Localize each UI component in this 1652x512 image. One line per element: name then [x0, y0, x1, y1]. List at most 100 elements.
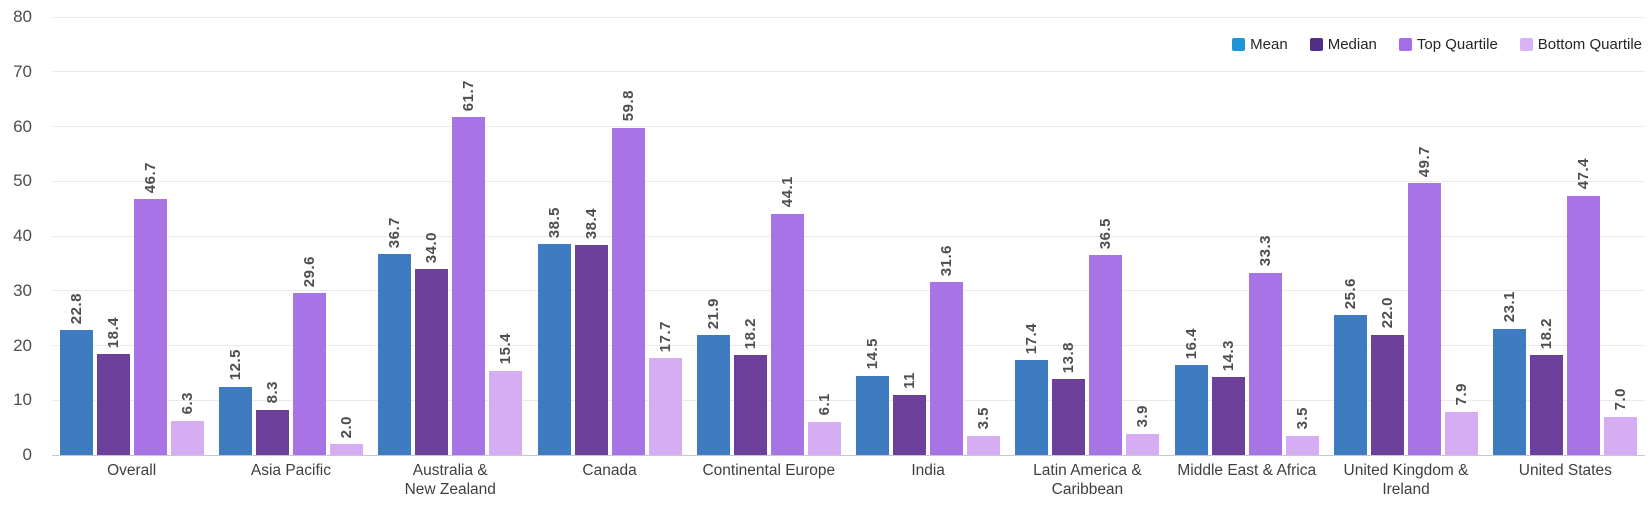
bar-col: 29.6 [292, 255, 326, 455]
bar-mean[interactable] [1493, 328, 1527, 455]
bar-col: 6.3 [170, 392, 204, 455]
bar-median[interactable] [733, 355, 767, 455]
bar-group-slot: 23.1 18.2 47.4 7.0 [1486, 17, 1645, 455]
bar-bottom-quartile[interactable] [329, 444, 363, 455]
bar-top-quartile[interactable] [1089, 255, 1123, 455]
legend-label: Top Quartile [1416, 36, 1498, 53]
bar-bottom-quartile[interactable] [807, 421, 841, 455]
bar-value-label: 22.0 [1379, 297, 1397, 329]
y-axis-tick-label: 60 [13, 116, 32, 136]
x-axis-slot: Canada [530, 461, 689, 499]
bar-bottom-quartile[interactable] [648, 358, 682, 455]
bar-series-area: 22.8 18.4 46.7 6.3 12.5 8.3 29.6 2.0 36.7 34.0 61.… [52, 17, 1645, 455]
legend-swatch-icon [1519, 38, 1533, 51]
bar-value-label: 21.9 [704, 297, 722, 330]
bar-group-united-states: 23.1 18.2 47.4 7.0 [1493, 158, 1638, 455]
bar-median[interactable] [96, 354, 130, 455]
bar-group-slot: 17.4 13.8 36.5 3.9 [1008, 17, 1167, 455]
bar-group-united-kingdom-and: 25.6 22.0 49.7 7.9 [1334, 146, 1479, 455]
bar-bottom-quartile[interactable] [1126, 433, 1160, 455]
bar-group-india: 14.5 11 31.6 3.5 [856, 244, 1001, 455]
x-axis-category-label: India [911, 462, 945, 479]
bar-col: 18.4 [96, 317, 130, 455]
bar-value-label: 12.5 [226, 349, 244, 381]
x-axis-category-label: Latin America & Caribbean [1033, 462, 1142, 498]
bar-median[interactable] [415, 268, 449, 455]
bar-value-label: 8.3 [263, 381, 281, 404]
bar-value-label: 7.0 [1612, 388, 1630, 411]
bar-bottom-quartile[interactable] [489, 370, 523, 455]
bar-value-label: 18.4 [104, 317, 122, 349]
bar-col: 49.7 [1408, 146, 1442, 455]
bar-top-quartile[interactable] [770, 213, 804, 455]
bar-value-label: 6.1 [815, 393, 833, 416]
bar-mean[interactable] [218, 386, 252, 455]
bar-group-slot: 12.5 8.3 29.6 2.0 [211, 17, 370, 455]
bar-mean[interactable] [59, 330, 93, 455]
bar-mean[interactable] [856, 375, 890, 455]
legend-item-mean[interactable]: Mean [1232, 36, 1288, 53]
x-axis: Overall Asia Pacific Australia & New Zeala… [52, 461, 1645, 499]
bar-median[interactable] [574, 244, 608, 455]
bar-top-quartile[interactable] [292, 292, 326, 455]
bar-top-quartile[interactable] [452, 117, 486, 455]
legend-label: Median [1327, 36, 1377, 53]
bar-top-quartile[interactable] [930, 282, 964, 455]
bar-bottom-quartile[interactable] [1285, 435, 1319, 455]
bar-value-label: 17.7 [656, 320, 674, 353]
bar-value-label: 17.4 [1023, 322, 1041, 354]
bar-col: 2.0 [329, 415, 363, 455]
legend-item-median[interactable]: Median [1309, 36, 1377, 53]
bar-top-quartile[interactable] [133, 199, 167, 455]
bar-value-label: 36.7 [386, 216, 404, 249]
x-axis-slot: India [848, 461, 1007, 499]
bar-col: 7.0 [1604, 388, 1638, 455]
legend-item-top-quartile[interactable]: Top Quartile [1398, 36, 1498, 53]
legend: Mean Median Top Quartile Bottom Quartile [1232, 36, 1642, 53]
bar-col: 21.9 [696, 297, 730, 455]
legend-item-bottom-quartile[interactable]: Bottom Quartile [1519, 36, 1642, 53]
bar-median[interactable] [1211, 376, 1245, 455]
bar-bottom-quartile[interactable] [170, 420, 204, 455]
bar-value-label: 3.5 [1293, 407, 1311, 430]
bar-top-quartile[interactable] [1567, 195, 1601, 455]
bar-value-label: 6.3 [178, 392, 196, 415]
gridline [52, 71, 1645, 73]
bar-top-quartile[interactable] [1248, 272, 1282, 455]
bar-mean[interactable] [378, 254, 412, 455]
x-axis-category-label: Australia & New Zealand [404, 462, 496, 498]
bar-top-quartile[interactable] [611, 127, 645, 455]
bar-median[interactable] [893, 394, 927, 455]
bar-value-label: 2.0 [337, 415, 355, 439]
bar-value-label: 31.6 [938, 244, 956, 276]
y-axis-tick-label: 40 [13, 226, 32, 245]
bar-value-label: 18.2 [741, 318, 759, 350]
bar-value-label: 29.6 [300, 255, 318, 287]
bar-mean[interactable] [696, 335, 730, 455]
bar-col: 14.3 [1211, 339, 1245, 455]
bar-group-middle-east-and-africa: 16.4 14.3 33.3 3.5 [1174, 235, 1319, 455]
bar-mean[interactable] [1015, 359, 1049, 455]
bar-value-label: 25.6 [1342, 277, 1360, 309]
bar-median[interactable] [255, 409, 289, 455]
bar-bottom-quartile[interactable] [1445, 411, 1479, 455]
bar-mean[interactable] [537, 244, 571, 455]
x-axis-slot: Australia & New Zealand [371, 461, 530, 499]
bar-col: 14.5 [856, 338, 890, 455]
bar-mean[interactable] [1174, 365, 1208, 455]
bar-value-label: 14.3 [1219, 339, 1237, 371]
bar-col: 61.7 [452, 80, 486, 455]
bar-mean[interactable] [1334, 314, 1368, 455]
gridline [52, 180, 1645, 182]
gridline [52, 126, 1645, 127]
bar-bottom-quartile[interactable] [1604, 416, 1638, 455]
bar-median[interactable] [1371, 334, 1405, 455]
bar-top-quartile[interactable] [1408, 182, 1442, 455]
bar-col: 18.2 [1530, 318, 1564, 455]
y-axis: 0 10 20 30 40 50 60 70 80 [0, 8, 38, 464]
gridline [52, 290, 1645, 292]
bar-median[interactable] [1052, 379, 1086, 455]
bar-value-label: 11 [901, 371, 919, 389]
bar-bottom-quartile[interactable] [967, 435, 1001, 455]
bar-median[interactable] [1530, 355, 1564, 455]
